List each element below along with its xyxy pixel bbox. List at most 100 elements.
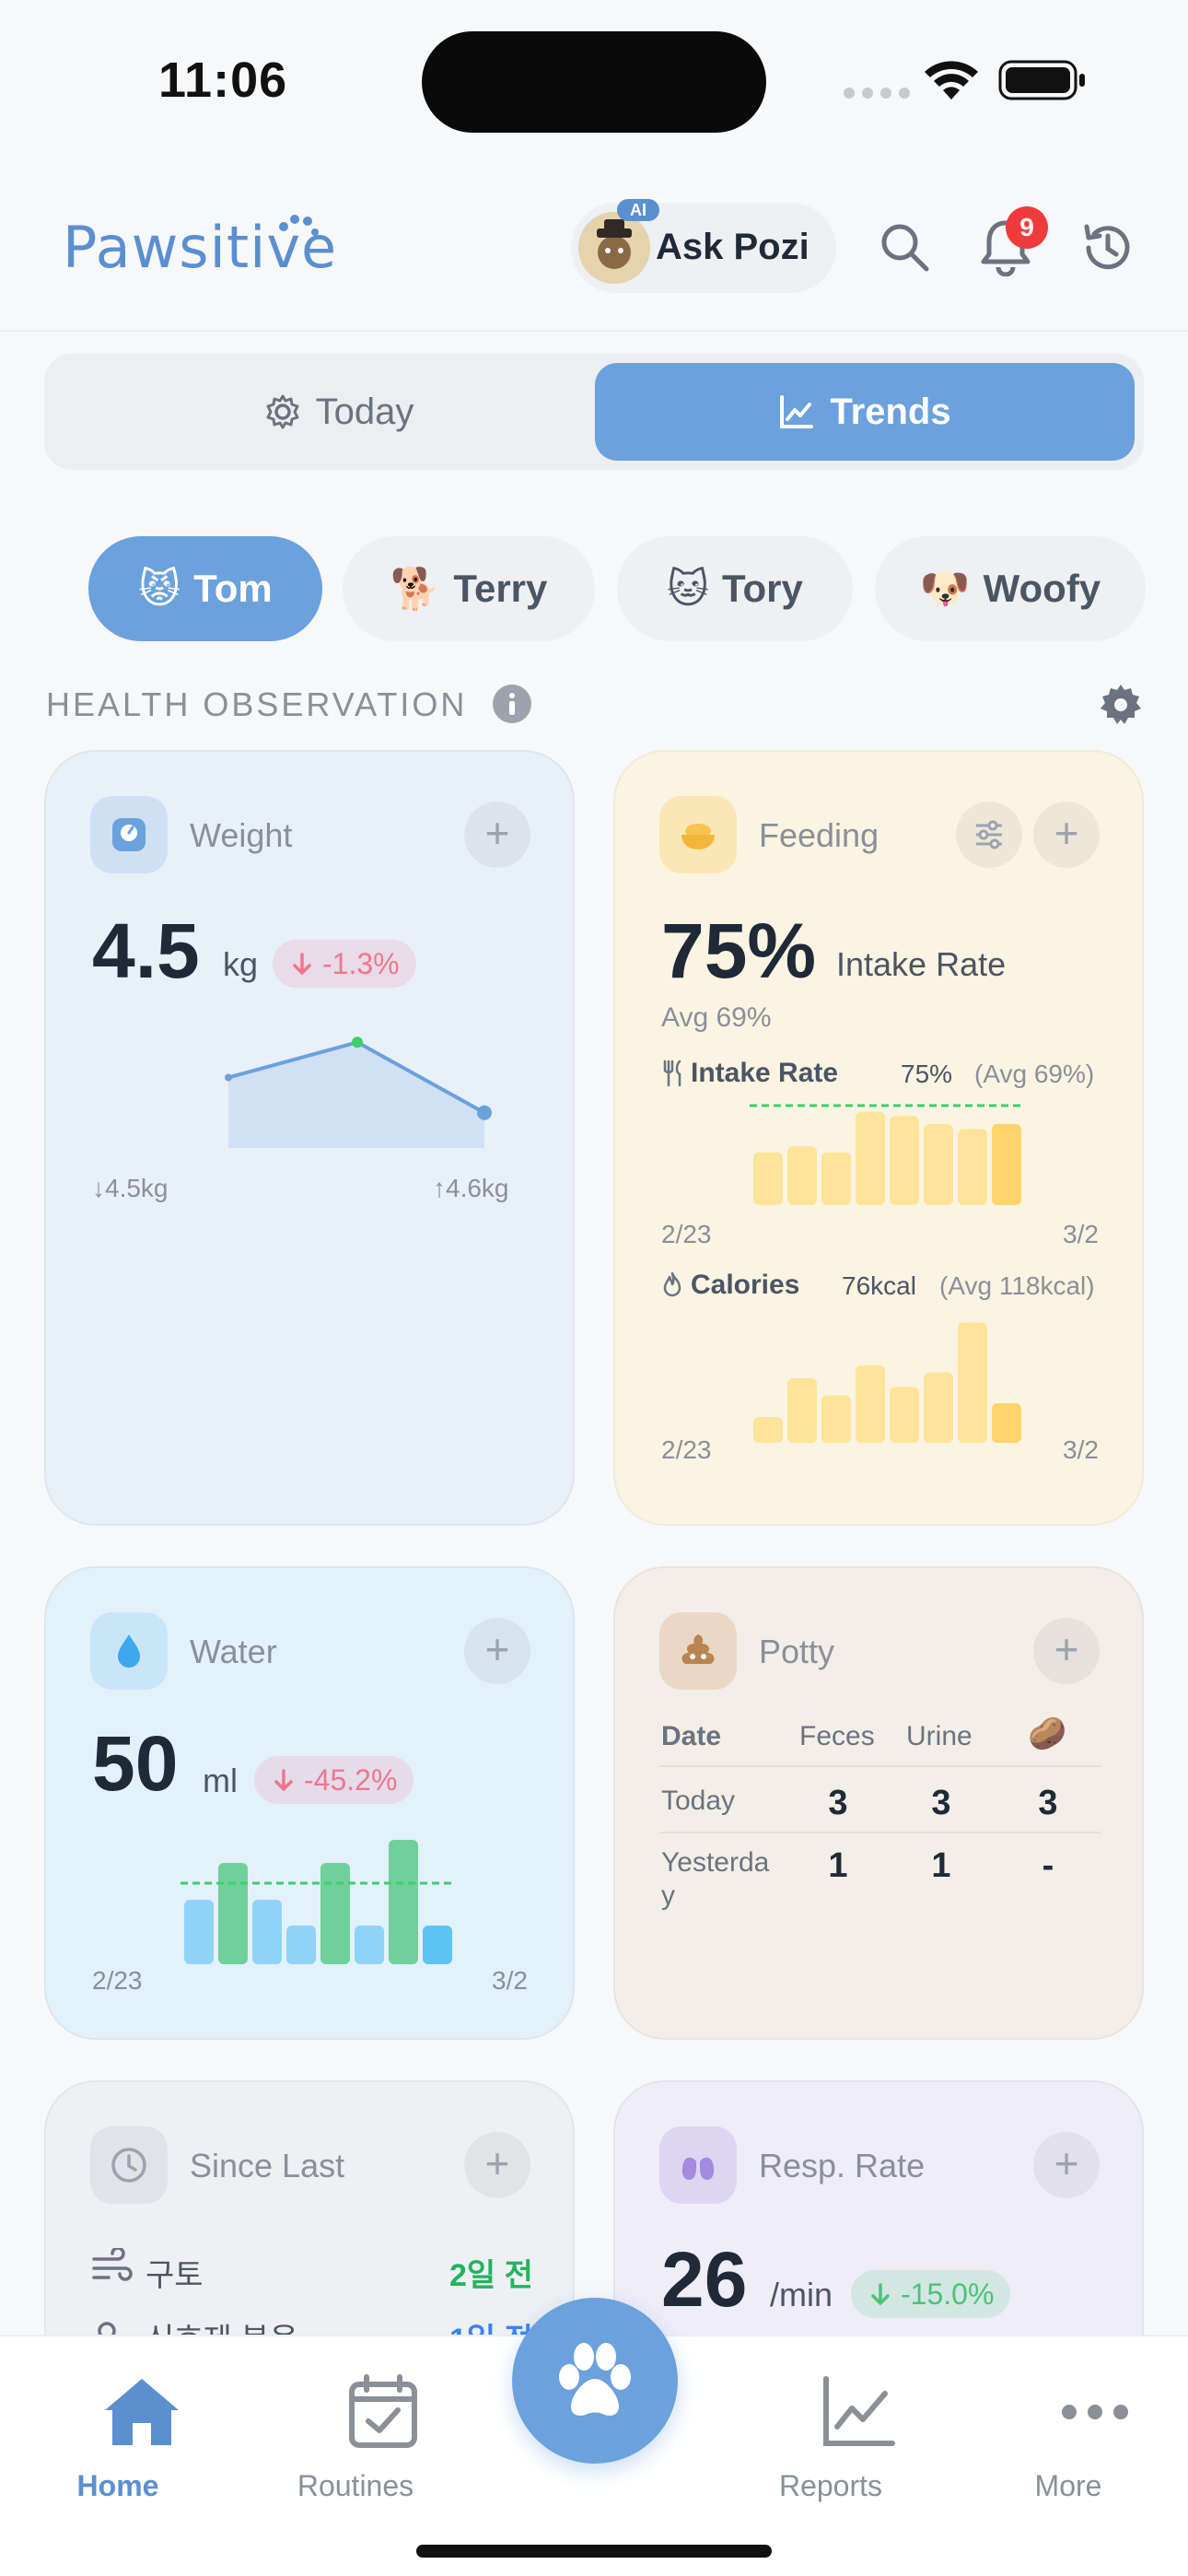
settings-gear-icon[interactable] [1098, 682, 1144, 728]
water-drop-icon [118, 1634, 140, 1668]
cat-face-emoji-icon: 🐱 [667, 566, 709, 612]
potty-row-other: - [1042, 1846, 1054, 1885]
ask-pozi-button[interactable]: AI Ask Pozi [571, 199, 836, 293]
weight-area [228, 1042, 484, 1148]
ai-badge: AI [617, 199, 659, 221]
water-start: 2/23 [92, 1966, 143, 1995]
dog-face-emoji-icon: 🐶 [919, 567, 971, 612]
food-bowl-icon [681, 824, 715, 849]
feeding-icon-box [659, 796, 737, 873]
nav-routines-label: Routines [297, 2469, 414, 2502]
weight-icon-box [90, 796, 168, 873]
water-icon-box [90, 1612, 168, 1690]
calories-end: 3/2 [1063, 1435, 1099, 1464]
calories-value: 76kcal [842, 1271, 916, 1300]
potty-header-date: Date [661, 1721, 722, 1751]
intake-start: 2/23 [661, 1220, 712, 1248]
bar [753, 1152, 783, 1205]
add-water-button[interactable]: + [464, 1618, 530, 1684]
potty-row-urine: 3 [931, 1784, 951, 1822]
app-logo[interactable]: Pawsitive [63, 214, 338, 281]
resp-change: -15.0% [901, 2277, 995, 2311]
potty-row-date: Yesterda y [661, 1847, 770, 1911]
bar [958, 1322, 987, 1443]
sliders-icon [976, 820, 1002, 849]
intake-bar-chart [750, 1104, 1022, 1205]
pet-chip-terry[interactable]: 🐕 Terry [343, 536, 595, 641]
resp-value: 26 [661, 2236, 748, 2323]
potty-row-date: Today [661, 1786, 736, 1816]
tab-today-label: Today [315, 391, 414, 432]
nav-home[interactable]: Home [26, 2373, 210, 2502]
water-card[interactable]: Water + 50 ml -45.2% 2/23 3/2 [44, 1566, 575, 2040]
feeding-card[interactable]: Feeding + 75% Intake Rate Avg 69% Intake… [613, 750, 1144, 1526]
search-icon[interactable] [877, 219, 932, 275]
bar [218, 1863, 248, 1964]
weight-min-label: ↓4.5kg [92, 1174, 169, 1202]
bar [992, 1124, 1021, 1205]
utensils-icon [663, 1060, 681, 1087]
add-since-last-button[interactable]: + [464, 2132, 530, 2198]
potty-row-feces: 3 [828, 1784, 848, 1822]
pet-name: Tory [721, 567, 803, 610]
potty-row-urine: 1 [931, 1846, 951, 1885]
tab-trends[interactable]: Trends [595, 363, 1135, 461]
dog-emoji-icon: 🐕 [390, 567, 441, 612]
bar [821, 1152, 851, 1205]
add-potty-button[interactable]: + [1033, 1618, 1100, 1684]
weight-change: -1.3% [322, 946, 400, 980]
nav-routines[interactable]: Routines [263, 2373, 448, 2502]
nav-more[interactable]: More [976, 2373, 1160, 2502]
resp-icon-box [659, 2126, 737, 2204]
since-last-value: 2일 전 [449, 2258, 533, 2293]
card-title: Feeding [759, 816, 879, 854]
weight-point [225, 1073, 232, 1082]
dynamic-island [422, 31, 766, 133]
info-icon[interactable] [492, 684, 532, 724]
card-title: Resp. Rate [759, 2147, 926, 2184]
notification-badge: 9 [1006, 206, 1048, 249]
home-indicator [416, 2545, 772, 2558]
potty-card[interactable]: Potty + Date Feces Urine 🥔 Today 3 3 3 Y… [613, 1566, 1144, 2040]
feeding-filter-button[interactable] [956, 802, 1022, 868]
calories-avg: (Avg 118kcal) [939, 1271, 1095, 1300]
section-title: HEALTH OBSERVATION [46, 685, 468, 723]
bar [389, 1840, 418, 1964]
intake-value: 75% [901, 1060, 953, 1088]
weight-point [477, 1105, 492, 1120]
bar [184, 1900, 214, 1964]
calories-label: Calories [691, 1270, 800, 1300]
calories-start: 2/23 [661, 1435, 712, 1464]
quick-log-paw-button[interactable] [512, 2298, 678, 2464]
water-change: -45.2% [304, 1762, 398, 1797]
weight-card[interactable]: Weight + 4.5 kg -1.3% ↓4.5kg ↑4.6kg [44, 750, 575, 1526]
tab-today[interactable]: Today [53, 363, 624, 461]
divider [659, 1765, 1101, 1767]
signal-dot [862, 88, 873, 99]
history-icon[interactable] [1079, 219, 1136, 276]
bar [890, 1116, 919, 1205]
weight-point [352, 1036, 363, 1048]
view-toggle: Today Trends [44, 354, 1144, 470]
add-weight-button[interactable]: + [464, 802, 530, 868]
intake-avg: (Avg 69%) [974, 1060, 1095, 1088]
add-feeding-button[interactable]: + [1033, 802, 1100, 868]
bar [252, 1900, 282, 1964]
reports-chart-icon [823, 2376, 895, 2446]
battery-icon [998, 60, 1085, 100]
potty-row-feces: 1 [828, 1846, 848, 1885]
scale-icon [112, 818, 146, 851]
bar [787, 1378, 817, 1443]
add-resp-rate-button[interactable]: + [1033, 2132, 1100, 2198]
pet-chip-tom[interactable]: 😾 Tom [88, 536, 322, 641]
bar [856, 1111, 885, 1205]
bar [286, 1926, 316, 1964]
nav-reports[interactable]: Reports [739, 2373, 923, 2502]
pet-chip-woofy[interactable]: 🐶 Woofy [875, 536, 1146, 641]
home-icon [105, 2379, 179, 2445]
pet-chip-tory[interactable]: 🐱 Tory [617, 536, 853, 641]
water-end: 3/2 [492, 1966, 528, 1995]
bar [992, 1403, 1021, 1443]
bar [958, 1129, 987, 1205]
clock-icon [111, 2148, 146, 2183]
